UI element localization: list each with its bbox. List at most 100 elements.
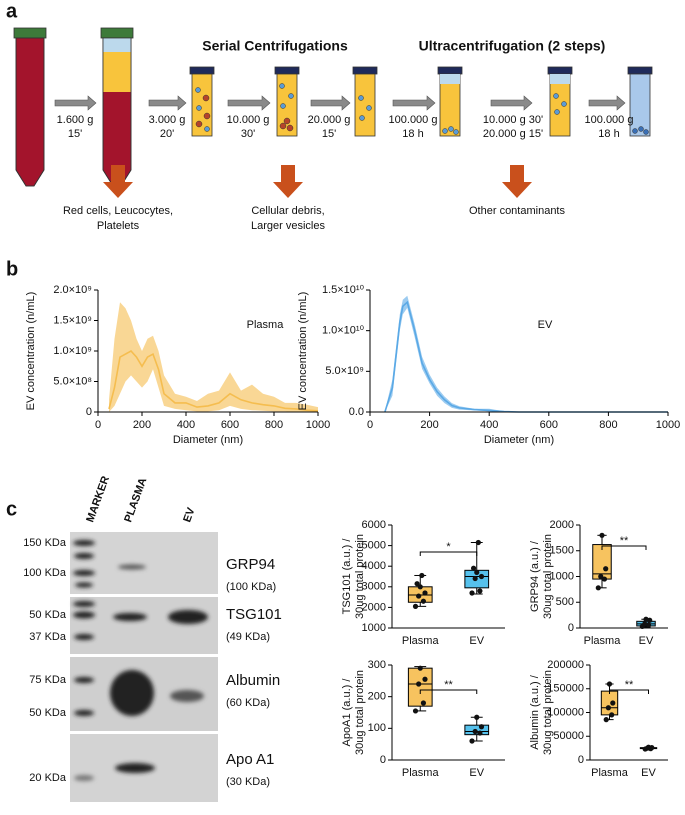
data-point (417, 665, 423, 671)
data-point (605, 705, 612, 711)
chart-title: Plasma (247, 319, 285, 331)
y-axis-label: ApoA1 (a.u.) / (341, 678, 353, 747)
data-point (469, 590, 475, 596)
y-tick-label: 500 (556, 596, 574, 608)
y-tick-label: 300 (368, 659, 386, 671)
heading: Serial Centrifugations (202, 38, 348, 54)
data-point (422, 590, 428, 596)
y-axis-label: 30ug total protein (542, 670, 554, 755)
blots (70, 532, 218, 802)
x-tick-label: 0 (367, 419, 373, 431)
y-tick-label: 1000 (362, 622, 386, 634)
y-tick-label: 2000 (550, 519, 574, 531)
x-tick-label: 400 (480, 419, 498, 431)
heading: Ultracentrifugation (2 steps) (419, 38, 606, 54)
chart-title: EV (538, 319, 553, 331)
panel-label: a (6, 0, 18, 22)
x-tick-label: EV (639, 635, 654, 647)
marker-label: 50 KDa (29, 609, 67, 621)
y-tick-label: 0 (568, 622, 574, 634)
data-point (609, 712, 615, 718)
y-axis-label: 30ug total protein (354, 670, 366, 755)
y-tick-label: 5.0×10⁸ (53, 375, 92, 387)
y-tick-label: 2000 (362, 601, 386, 613)
step-label: 10.000 g 30' (483, 114, 543, 126)
step-label: 100.000 g (389, 114, 438, 126)
data-point (643, 616, 649, 622)
y-tick-label: 6000 (362, 519, 386, 531)
y-tick-label: 0 (86, 406, 92, 418)
y-tick-label: 1500 (550, 545, 574, 557)
marker-labels: 150 KDa 100 KDa 50 KDa 37 KDa 75 KDa 50 … (23, 537, 67, 784)
removed-label: Larger vesicles (251, 220, 325, 232)
blot-name: Apo A1 (226, 751, 274, 768)
y-tick-label: 1.5×10⁹ (53, 314, 92, 326)
step-label: 15' (322, 128, 336, 140)
data-point (472, 728, 478, 735)
blot-size: (49 KDa) (226, 631, 270, 643)
panel-label: b (6, 258, 18, 280)
blot-size: (60 KDa) (226, 697, 270, 709)
step-label: 100.000 g (585, 114, 634, 126)
y-tick-label: 50000 (553, 730, 584, 742)
y-axis-label: Albumin (a.u.) / (529, 674, 541, 750)
y-tick-label: 3000 (362, 581, 386, 593)
data-point (610, 700, 616, 706)
data-point (470, 565, 477, 571)
removed-label: Red cells, Leucocytes, (63, 205, 173, 217)
marker-label: 75 KDa (29, 674, 67, 686)
y-tick-label: 100 (368, 722, 386, 734)
data-point (599, 532, 605, 538)
step-labels: 1.600 g 15' 3.000 g 20' 10.000 g 30' 20.… (57, 114, 634, 140)
y-tick-label: 0 (578, 754, 584, 766)
blot-name: TSG101 (226, 606, 282, 623)
panel-label: c (6, 498, 17, 520)
significance: ** (625, 679, 634, 691)
lane-label: EV (181, 506, 198, 525)
step-label: 18 h (598, 128, 619, 140)
y-tick-label: 5.0×10⁹ (325, 365, 364, 377)
step-label: 3.000 g (149, 114, 186, 126)
x-tick-label: 400 (177, 419, 195, 431)
x-axis-label: Diameter (nm) (173, 434, 243, 446)
step-label: 20.000 g 15' (483, 128, 543, 140)
y-axis-label: EV concentration (n/mL) (297, 292, 309, 411)
y-tick-label: 1000 (550, 570, 574, 582)
lane-label: PLASMA (122, 476, 149, 524)
y-tick-label: 0.0 (349, 406, 364, 418)
down-arrows (103, 165, 532, 198)
data-point (478, 573, 485, 580)
data-point (645, 744, 652, 750)
removed-label: Cellular debris, (251, 205, 324, 217)
y-axis-label: EV concentration (n/mL) (25, 292, 37, 411)
y-tick-label: 200 (368, 691, 386, 703)
band (109, 302, 318, 412)
data-point (603, 717, 609, 723)
marker-label: 37 KDa (29, 631, 67, 643)
data-point (474, 569, 480, 575)
marker-label: 150 KDa (23, 537, 67, 549)
tubes (13, 27, 134, 187)
particles (195, 83, 649, 135)
y-tick-label: 150000 (547, 683, 584, 695)
step-label: 30' (241, 128, 255, 140)
y-tick-label: 100000 (547, 706, 584, 718)
arrows (54, 95, 626, 111)
x-tick-label: Plasma (584, 635, 622, 647)
y-tick-label: 200000 (547, 659, 584, 671)
x-tick-label: EV (469, 767, 484, 779)
data-point (419, 572, 425, 579)
y-axis-label: 30ug total protein (354, 534, 366, 619)
x-tick-label: 200 (133, 419, 151, 431)
y-tick-label: 2.0×10⁹ (53, 284, 92, 296)
significance: ** (444, 679, 453, 691)
y-tick-label: 1.0×10⁹ (53, 345, 92, 357)
x-tick-label: 1000 (306, 419, 330, 431)
step-label: 10.000 g (227, 114, 270, 126)
significance-bracket (601, 545, 647, 550)
data-point (412, 708, 419, 714)
data-point (603, 566, 609, 572)
x-tick-label: EV (469, 635, 484, 647)
significance: ** (620, 535, 629, 547)
